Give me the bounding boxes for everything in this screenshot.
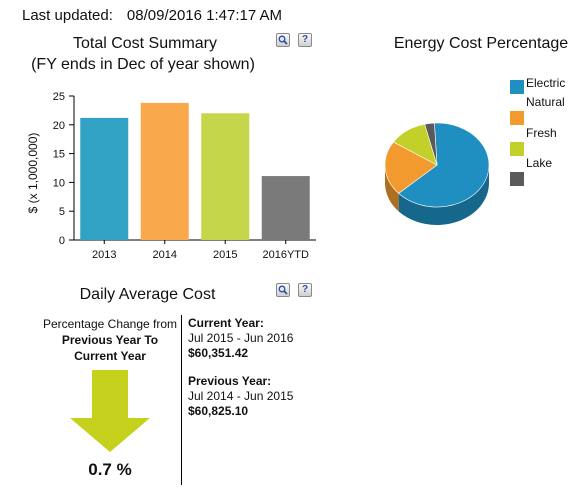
vertical-divider [181,315,182,485]
cost-summary-title: Total Cost Summary [72,35,218,52]
legend-label-fresh: Fresh [526,126,557,140]
pie-side-Electric [398,165,489,225]
bar-chart-ylabel: $ (x 1,000,000) [26,133,40,214]
legend-swatch-lake [510,172,524,186]
pie-slice-Electric [398,122,490,208]
current-year-block: Current Year: Jul 2015 - Jun 2016 $60,35… [188,316,293,361]
bar-y-tick-label: 15 [53,149,65,161]
current-year-label: Current Year: [188,316,264,330]
current-year-amount: $60,351.42 [188,346,249,360]
bar-2014 [140,102,189,240]
bar-x-tick-label: 2014 [153,249,177,261]
daily-title: Daily Average Cost [79,286,216,303]
legend-swatch-electric [510,80,524,94]
bar-y-tick-label: 10 [53,177,65,189]
bar-y-tick-label: 5 [59,206,65,218]
bar-x-tick-label: 2016YTD [263,249,310,261]
bar-y-tick-label: 25 [53,91,65,103]
bar-x-tick-label: 2015 [213,249,237,261]
pie-slice-Natural [384,141,438,194]
change-line-1: Percentage Change from [42,317,178,331]
previous-year-label: Previous Year: [188,374,272,388]
change-line-3: Current Year [74,349,146,363]
pie-sides [385,165,489,225]
bar-x-tick-label: 2013 [92,249,116,261]
last-updated: Last updated: 08/09/2016 1:47:17 AM [22,7,282,24]
bar-y-tick-label: 20 [53,120,65,132]
pie-side-Natural [385,165,399,212]
pie-tops [384,122,490,208]
previous-year-amount: $60,825.10 [188,404,249,418]
pie-slice-Lake [424,122,438,166]
previous-year-range: Jul 2014 - Jun 2015 [188,389,294,403]
legend-label-electric: Electric [526,76,566,90]
cost-summary-subtitle: (FY ends in Dec of year shown) [31,56,255,73]
change-line-2: Previous Year To [61,333,159,347]
change-value: 0.7 % [88,460,132,479]
legend-label-natural: Natural [526,95,565,109]
legend-label-lake: Lake [526,156,553,170]
last-updated-value: 08/09/2016 1:47:17 AM [126,7,283,24]
bar-2016YTD [261,176,310,240]
legend-swatch-natural [510,111,524,125]
cost-summary-magnifier-icon[interactable] [276,33,290,47]
cost-summary-help-icon[interactable]: ? [298,33,312,47]
previous-year-block: Previous Year: Jul 2014 - Jun 2015 $60,8… [188,374,293,419]
legend-swatch-fresh [510,142,524,156]
last-updated-label: Last updated: [22,7,113,24]
daily-magnifier-icon[interactable] [276,283,290,297]
bar-2015 [201,113,250,240]
decrease-arrow-icon [70,370,150,452]
energy-pie-chart [384,122,490,225]
daily-help-icon[interactable]: ? [298,283,312,297]
percentage-change-text: Percentage Change from Previous Year To … [40,316,180,364]
cost-bar-chart: $ (x 1,000,000) 0 5 10 15 20 25 2013 2014 2015 20… [26,91,316,261]
energy-title: Energy Cost Percentage [393,35,569,52]
bar-2013 [80,117,129,240]
bar-y-tick-label: 0 [59,235,65,247]
current-year-range: Jul 2015 - Jun 2016 [188,331,294,345]
